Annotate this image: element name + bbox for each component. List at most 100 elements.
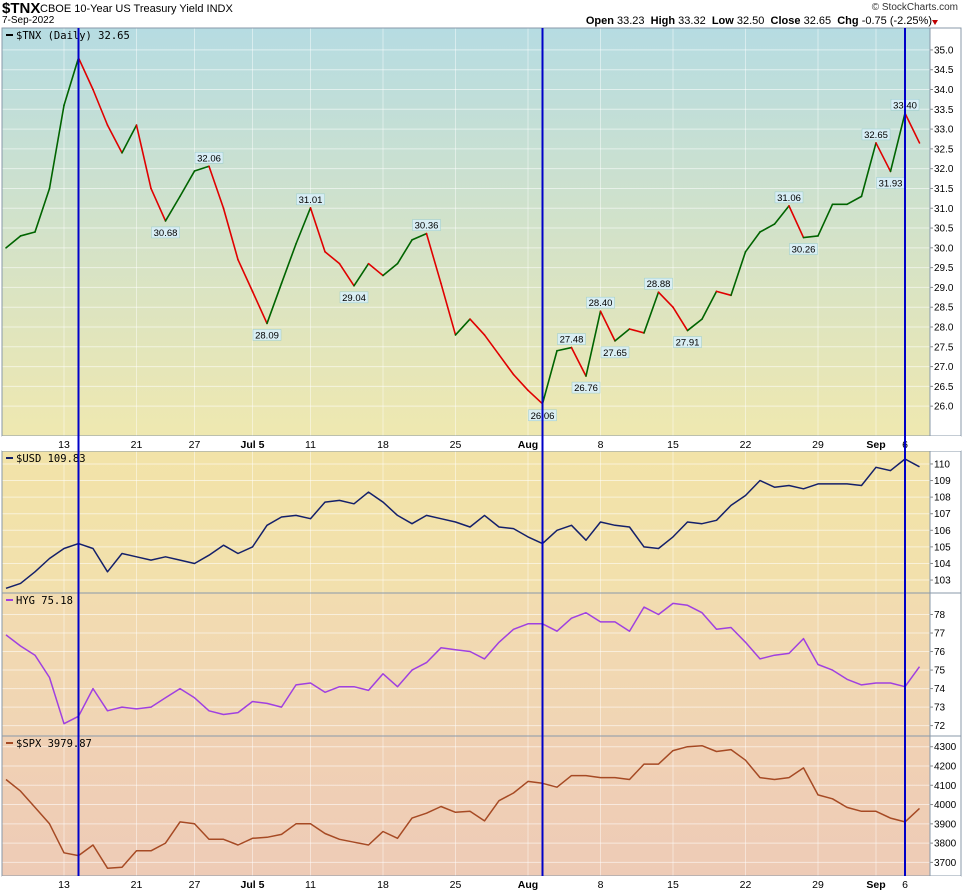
tnx-segment-up <box>614 328 631 342</box>
y-tick-label: 4000 <box>934 800 957 811</box>
change-value: -0.75 (-2.25%) <box>861 15 932 27</box>
y-tick-label: 34.5 <box>934 65 954 76</box>
value-annotation: 32.06 <box>197 153 221 164</box>
tnx-segment-up <box>63 57 80 107</box>
tnx-segment-up <box>353 262 370 287</box>
tnx-segment-up <box>382 262 399 277</box>
tnx-segment-down <box>324 250 341 265</box>
tnx-segment-down <box>77 57 94 91</box>
value-annotation: 30.36 <box>415 221 439 232</box>
value-annotation-box <box>586 296 615 309</box>
ohlc-summary: Open 33.23 High 33.32 Low 32.50 Close 32… <box>585 15 932 27</box>
value-annotation: 26.76 <box>574 383 598 394</box>
y-tick-label: 29.5 <box>934 263 954 274</box>
y-tick-label: 35.0 <box>934 45 954 56</box>
pane-background <box>2 736 930 876</box>
x-tick-label: 27 <box>189 879 201 891</box>
y-tick-label: 31.5 <box>934 184 954 195</box>
y-tick-label: 3900 <box>934 819 957 830</box>
tnx-segment-down <box>222 207 239 261</box>
tnx-segment-up <box>556 346 573 352</box>
x-tick-label: 15 <box>667 439 679 451</box>
y-tick-label: 104 <box>934 559 951 570</box>
series-line <box>5 458 920 590</box>
down-arrow-icon <box>932 20 938 25</box>
value-annotation-box <box>412 219 441 231</box>
value-annotation: 31.01 <box>299 195 323 206</box>
value-annotation-box <box>339 291 369 304</box>
chart-header: $TNX CBOE 10-Year US Treasury Yield INDX… <box>0 0 962 28</box>
high-value: 33.32 <box>678 15 706 27</box>
x-tick-label: Jul 5 <box>241 879 265 891</box>
value-annotation-box <box>296 193 325 206</box>
y-tick-label: 103 <box>934 576 951 587</box>
x-tick-label: 22 <box>740 879 752 891</box>
value-annotation-box <box>557 333 586 345</box>
tnx-segment-down <box>309 207 326 253</box>
tnx-segment-down <box>672 306 689 332</box>
tnx-segment-down <box>715 290 732 297</box>
y-tick-label: 31.0 <box>934 204 954 215</box>
instrument-name: CBOE 10-Year US Treasury Yield INDX <box>40 3 233 15</box>
tnx-segment-up <box>817 203 834 237</box>
value-annotation: 31.93 <box>879 178 903 189</box>
value-annotation-box <box>600 346 630 359</box>
tnx-segment-down <box>599 310 616 342</box>
value-annotation: 31.06 <box>777 193 801 204</box>
y-tick-label: 33.5 <box>934 105 954 116</box>
y-tick-label: 32.5 <box>934 144 954 155</box>
x-tick-label: Aug <box>518 879 538 891</box>
value-annotation-box <box>571 381 601 394</box>
tnx-segment-down <box>338 262 355 287</box>
tnx-segment-up <box>686 318 703 332</box>
y-tick-label: 3700 <box>934 858 957 869</box>
x-tick-label: 11 <box>305 439 316 451</box>
tnx-segment-down <box>657 291 674 309</box>
x-tick-label: 29 <box>812 439 824 451</box>
y-tick-label: 34.0 <box>934 85 954 96</box>
y-tick-label: 78 <box>934 610 946 621</box>
y-tick-label: 77 <box>934 629 946 640</box>
tnx-segment-up <box>701 290 718 320</box>
tnx-segment-down <box>237 258 254 293</box>
value-annotation: 30.26 <box>792 245 816 256</box>
y-axis-area <box>930 736 961 876</box>
tnx-segment-down <box>440 282 457 336</box>
tnx-segment-down <box>570 346 587 377</box>
value-annotation: 32.65 <box>864 130 888 141</box>
value-annotation: 27.65 <box>603 348 627 359</box>
tnx-segment-down <box>425 232 442 285</box>
tnx-segment-up <box>860 142 877 198</box>
value-annotation: 27.91 <box>676 338 700 349</box>
y-tick-label: 33.0 <box>934 125 954 136</box>
y-axis-area <box>930 593 961 736</box>
x-tick-label: 18 <box>377 439 389 451</box>
y-tick-label: 4300 <box>934 742 957 753</box>
tnx-segment-up <box>759 223 776 233</box>
y-tick-label: 28.5 <box>934 303 954 314</box>
x-tick-label: 15 <box>667 879 679 891</box>
y-tick-label: 73 <box>934 703 946 714</box>
tnx-segment-up <box>164 195 181 222</box>
pane-background <box>2 451 930 593</box>
tnx-segment-down <box>208 165 225 210</box>
x-tick-label: 13 <box>58 439 70 451</box>
x-axis-band <box>2 876 961 896</box>
y-tick-label: 72 <box>934 721 946 732</box>
value-annotation: 27.48 <box>560 335 584 346</box>
tnx-segment-down <box>469 318 486 336</box>
y-axis-area <box>930 28 961 436</box>
tnx-segment-up <box>730 250 747 297</box>
x-tick-label: 22 <box>740 439 752 451</box>
low-value: 32.50 <box>736 15 765 27</box>
value-annotation: 28.40 <box>589 298 613 309</box>
y-tick-label: 26.5 <box>934 382 954 393</box>
tnx-segment-down <box>527 389 544 405</box>
tnx-segment-up <box>266 282 283 325</box>
tnx-segment-down <box>788 205 805 239</box>
legend-label: HYG 75.18 <box>16 595 73 607</box>
y-tick-label: 109 <box>934 476 951 487</box>
x-axis-band <box>2 436 961 451</box>
tnx-segment-up <box>744 231 761 253</box>
